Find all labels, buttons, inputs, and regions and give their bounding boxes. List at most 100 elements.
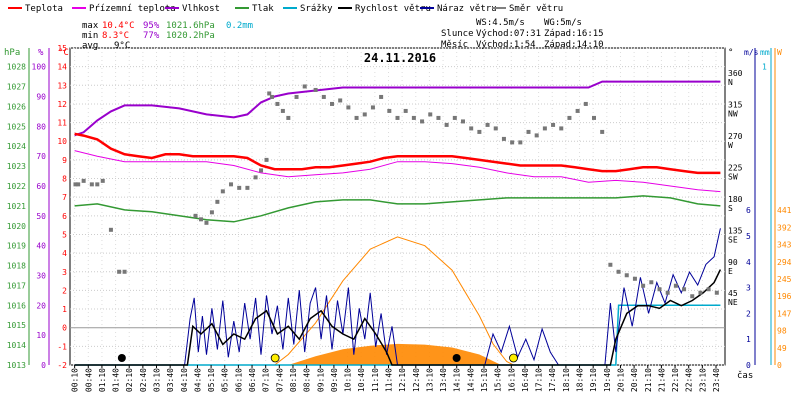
axis-tick-degc: 0 bbox=[62, 324, 67, 333]
x-tick-label: 00:10 bbox=[71, 368, 80, 392]
wind-direction-point bbox=[575, 108, 580, 113]
wind-direction-point bbox=[354, 115, 359, 120]
x-tick-label: 01:10 bbox=[98, 368, 107, 392]
axis-tick-pct: 30 bbox=[36, 271, 46, 280]
wind-direction-point bbox=[698, 290, 703, 295]
axis-tick-hpa: 1023 bbox=[7, 162, 26, 171]
wind-direction-point bbox=[624, 273, 629, 278]
legend-label: Vlhkost bbox=[182, 4, 220, 14]
wind-direction-point bbox=[649, 280, 654, 285]
axis-tick-degc: 2 bbox=[62, 286, 67, 295]
wind-direction-point bbox=[592, 115, 596, 120]
stats-min-humidity: 77% bbox=[143, 31, 160, 41]
axis-tick-pct: 70 bbox=[36, 152, 46, 161]
x-tick-label: 08:40 bbox=[303, 368, 312, 392]
axis-tick-pct: 80 bbox=[36, 122, 46, 131]
wind-direction-point bbox=[95, 182, 100, 187]
wind-direction-point bbox=[657, 287, 662, 292]
wind-direction-point bbox=[485, 122, 490, 127]
solar-theoretical-line bbox=[274, 236, 514, 366]
axis-tick-dir-name: SW bbox=[728, 172, 738, 181]
info-moon-label: Měsíc bbox=[441, 40, 468, 50]
stats-min-temp: 8.3°C bbox=[102, 31, 129, 41]
axis-tick-degc: 3 bbox=[62, 268, 67, 277]
wind-direction-point bbox=[403, 108, 408, 113]
x-tick-label: 02:40 bbox=[139, 368, 148, 392]
wind-direction-point bbox=[428, 112, 433, 117]
axis-tick-hpa: 1019 bbox=[7, 242, 26, 251]
x-tick-label: 12:10 bbox=[398, 368, 407, 392]
wind-direction-point bbox=[461, 119, 465, 124]
humidity-line bbox=[74, 80, 721, 137]
axis-tick-hpa: 1017 bbox=[7, 281, 26, 290]
x-tick-label: 16:40 bbox=[521, 368, 530, 392]
wind-direction-point bbox=[193, 213, 198, 218]
x-tick-label: 22:10 bbox=[671, 368, 680, 392]
axis-tick-dir-name: N bbox=[728, 78, 733, 87]
wind-direction-point bbox=[245, 185, 250, 190]
wind-direction-layer bbox=[73, 84, 719, 299]
wind-direction-point bbox=[600, 129, 605, 134]
axis-tick-w: 441 bbox=[777, 206, 792, 215]
axis-label-degc: °C bbox=[58, 48, 69, 58]
stats-avg-temp: 9°C bbox=[114, 41, 130, 51]
wind-direction-point bbox=[690, 294, 695, 299]
axis-tick-dir: 360 bbox=[728, 69, 743, 78]
stats-rain: 0.2mm bbox=[226, 21, 253, 31]
axis-label-mm: mm bbox=[760, 48, 770, 57]
axis-tick-w: 343 bbox=[777, 241, 792, 250]
info-sunset: Západ:16:15 bbox=[544, 29, 604, 39]
wind-direction-point bbox=[220, 189, 225, 194]
x-tick-label: 04:40 bbox=[193, 368, 202, 392]
x-tick-label: 10:10 bbox=[344, 368, 353, 392]
wind-direction-point bbox=[122, 269, 127, 274]
wind-direction-point bbox=[411, 115, 416, 120]
axis-tick-pct: 0 bbox=[41, 361, 46, 370]
wind-direction-point bbox=[395, 115, 400, 120]
axis-tick-hpa: 1018 bbox=[7, 262, 26, 271]
axis-label-pct: % bbox=[38, 48, 44, 58]
axis-tick-dir-name: SE bbox=[728, 235, 738, 244]
legend: Teplota Pŕízemní teplota Vlhkost Tlak Srážky… bbox=[8, 4, 563, 14]
axis-tick-dir: 315 bbox=[728, 100, 743, 109]
axis-tick-degc: 14 bbox=[57, 63, 67, 72]
wind-direction-point bbox=[89, 182, 94, 187]
wind-direction-point bbox=[280, 108, 285, 113]
axis-tick-ms: 6 bbox=[746, 206, 751, 215]
wind-direction-point bbox=[73, 182, 78, 187]
x-tick-label: 19:40 bbox=[603, 368, 612, 392]
axis-tick-w: 196 bbox=[777, 292, 792, 301]
axis-tick-hpa: 1014 bbox=[7, 341, 26, 350]
axis-tick-degc: 7 bbox=[62, 193, 67, 202]
axis-tick-degc: 13 bbox=[57, 81, 67, 90]
info-block: WS:4.5m/s WG:5m/s Slunce Východ:07:31 Zá… bbox=[441, 18, 604, 50]
x-tick-label: 20:10 bbox=[616, 368, 625, 392]
stats-max-label: max bbox=[82, 21, 99, 31]
axis-tick-w: 147 bbox=[777, 309, 792, 318]
wind-direction-point bbox=[100, 178, 105, 183]
wind-speed-line bbox=[74, 269, 722, 366]
stats-avg-label: avg bbox=[82, 41, 98, 51]
x-tick-label: 19:10 bbox=[589, 368, 598, 392]
axes: hPa% °C1028102710261025102410231022102110… bbox=[4, 44, 792, 370]
wind-direction-point bbox=[444, 122, 449, 127]
x-tick-label: 11:10 bbox=[371, 368, 380, 392]
x-tick-label: 17:40 bbox=[548, 368, 557, 392]
stats-max-temp: 10.4°C bbox=[102, 21, 135, 31]
axis-tick-w: 392 bbox=[777, 223, 792, 232]
wind-direction-point bbox=[108, 227, 113, 232]
info-sunrise: Východ:07:31 bbox=[476, 29, 541, 39]
axis-tick-dir: 225 bbox=[728, 163, 743, 172]
axis-tick-dir: 135 bbox=[728, 226, 743, 235]
x-tick-label: 23:40 bbox=[712, 368, 721, 392]
axis-tick-pct: 90 bbox=[36, 92, 46, 101]
axis-tick-hpa: 1025 bbox=[7, 122, 26, 131]
info-wind-speed: WS:4.5m/s bbox=[476, 18, 525, 28]
wind-direction-point bbox=[682, 287, 687, 292]
wind-direction-point bbox=[510, 140, 515, 145]
solar-measured-area bbox=[288, 343, 502, 365]
x-tick-label: 18:10 bbox=[562, 368, 571, 392]
axis-tick-w: 49 bbox=[777, 344, 787, 353]
x-tick-label: 11:40 bbox=[384, 368, 393, 392]
